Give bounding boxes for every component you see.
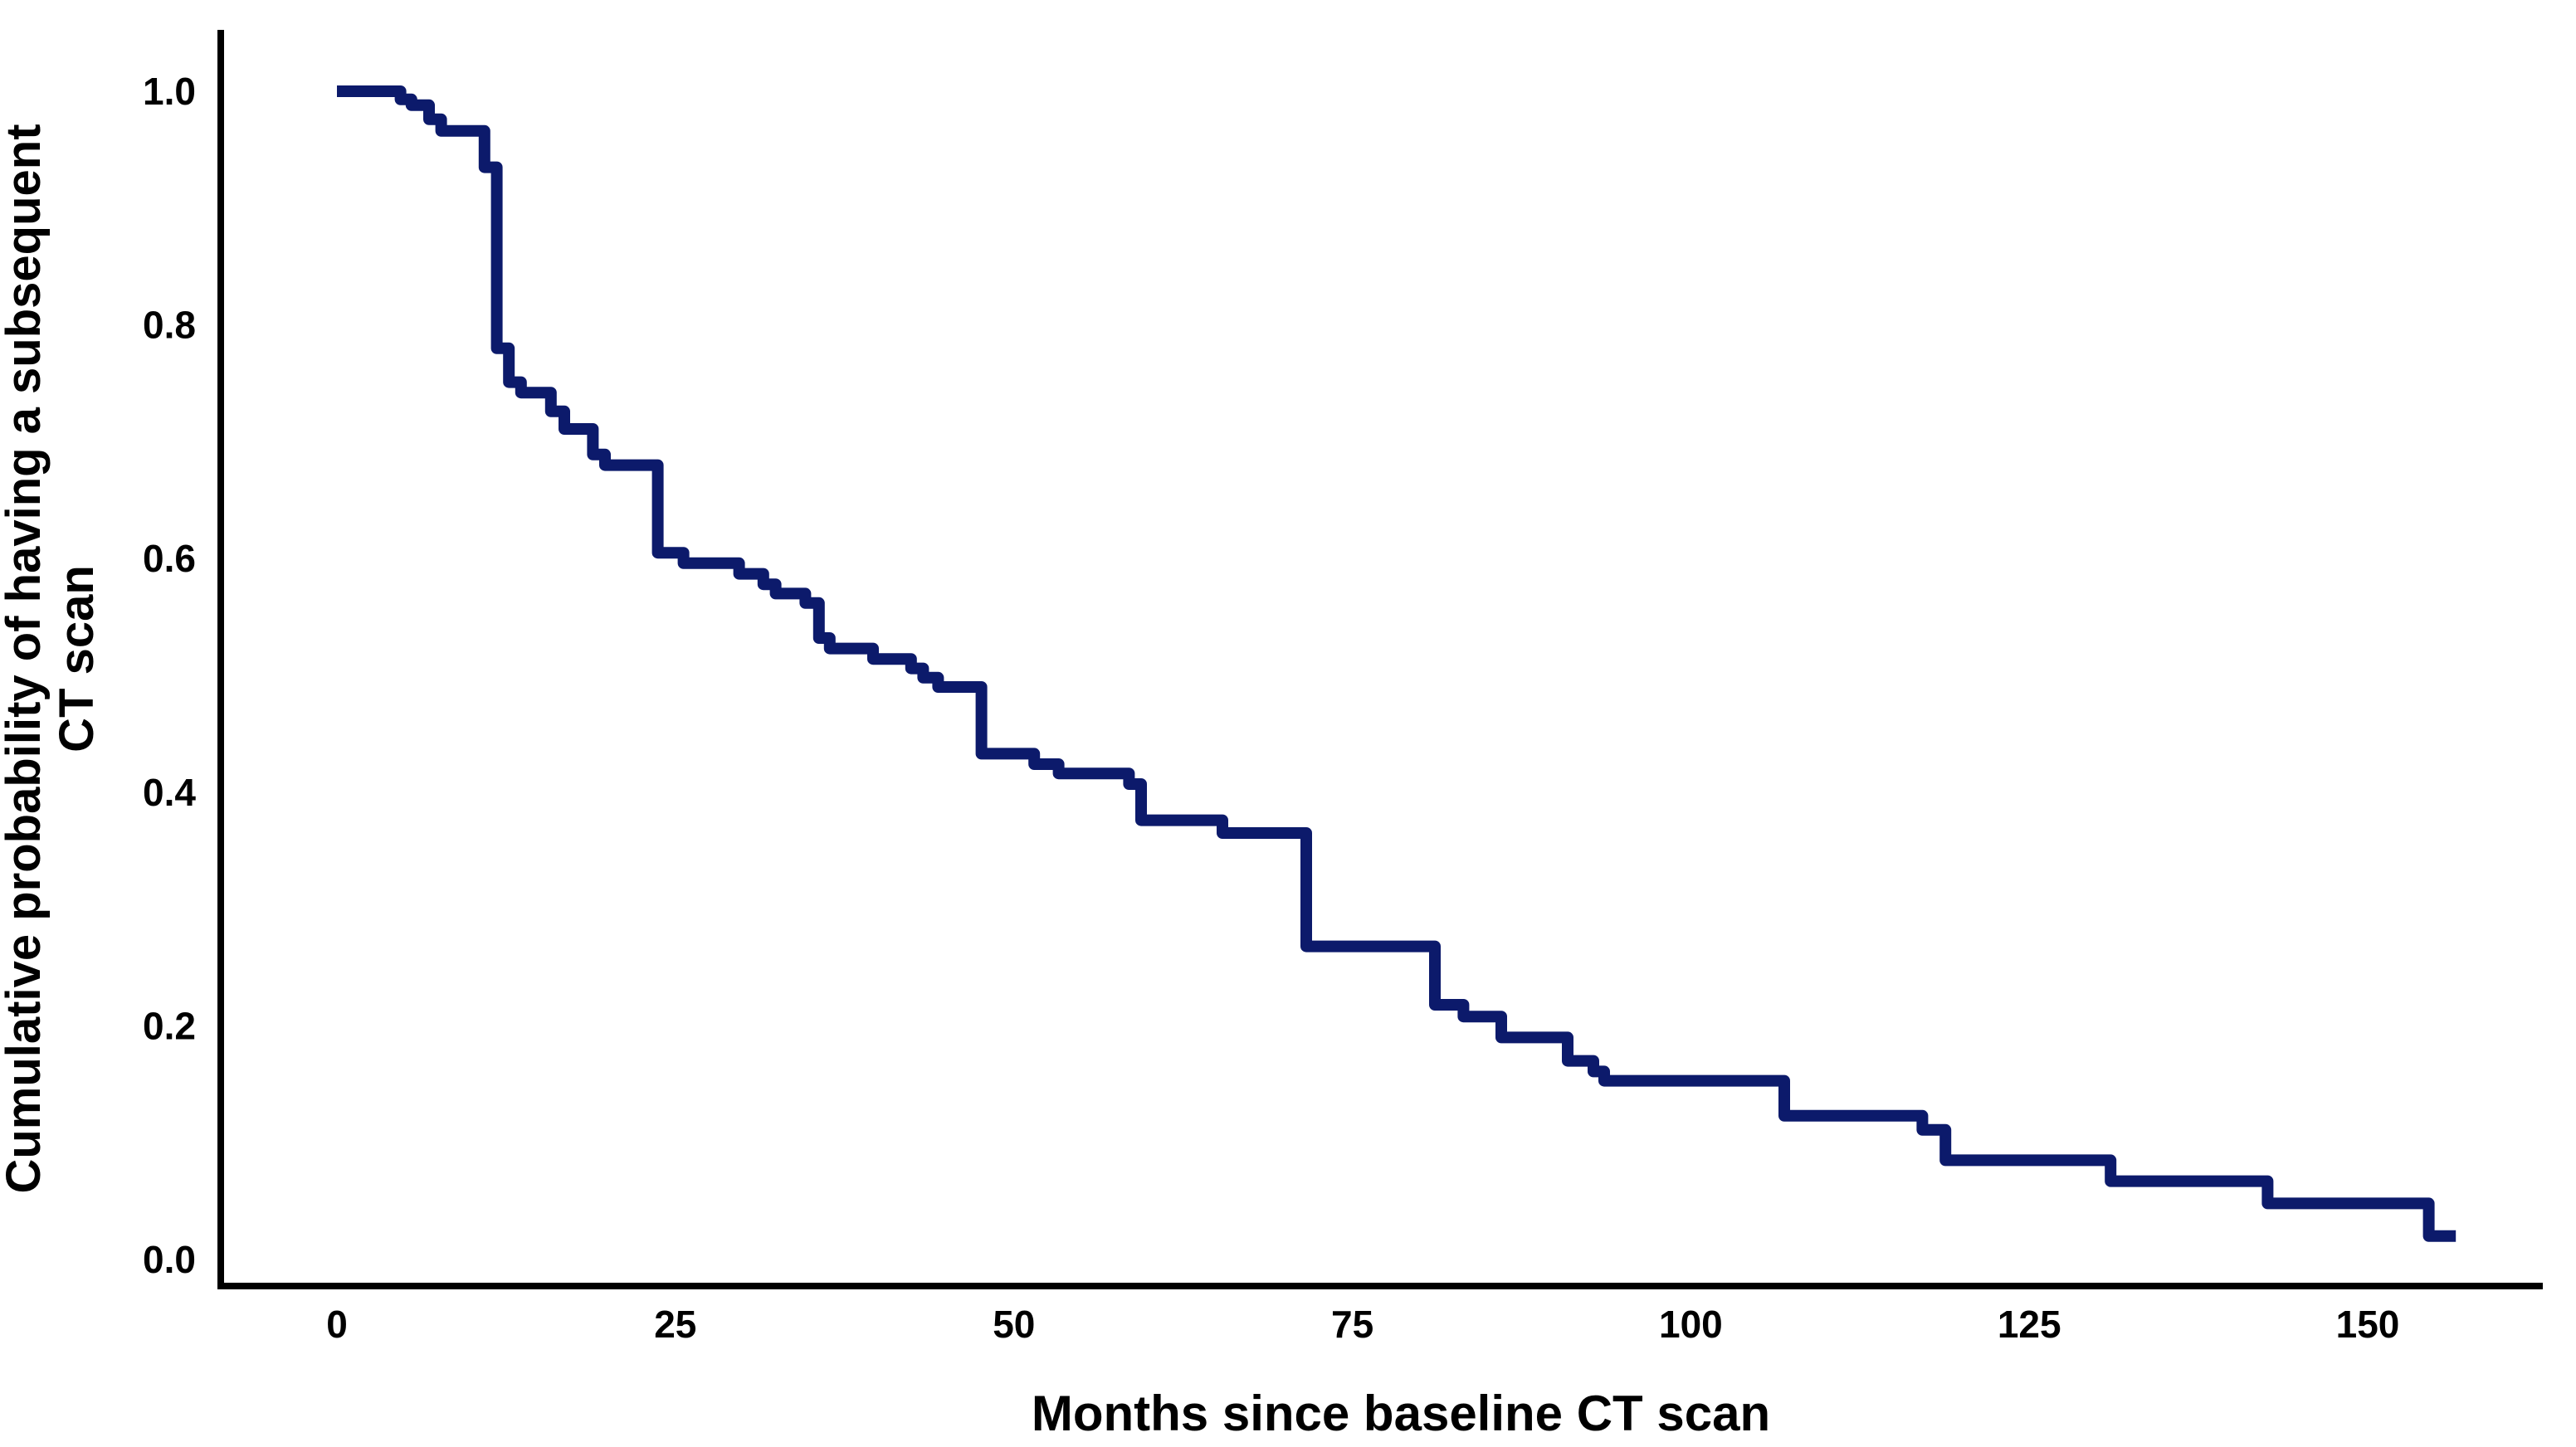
x-tick-label: 50: [993, 1303, 1035, 1346]
y-tick-label: 0.0: [143, 1238, 196, 1281]
x-tick-labels: 0 25 50 75 100 125 150: [326, 1303, 2399, 1346]
y-tick-labels: 1.0 0.8 0.6 0.4 0.2 0.0: [143, 70, 196, 1281]
y-axis-title-line-1: Cumulative probability of having a subse…: [0, 124, 51, 1193]
x-tick-label: 150: [2336, 1303, 2400, 1346]
x-tick-label: 100: [1659, 1303, 1723, 1346]
x-tick-label: 25: [654, 1303, 696, 1346]
x-tick-label: 125: [1998, 1303, 2061, 1346]
y-tick-label: 1.0: [143, 70, 196, 113]
y-tick-label: 0.4: [143, 771, 196, 814]
kaplan-meier-curve: [337, 85, 2456, 1242]
axis-lines: [217, 30, 2543, 1289]
y-axis-title-line-2: CT scan: [50, 565, 104, 753]
y-tick-label: 0.6: [143, 537, 196, 580]
y-tick-label: 0.8: [143, 304, 196, 347]
x-tick-label: 75: [1331, 1303, 1373, 1346]
x-tick-label: 0: [326, 1303, 348, 1346]
x-axis-title: Months since baseline CT scan: [1032, 1386, 1770, 1441]
y-tick-label: 0.2: [143, 1004, 196, 1047]
